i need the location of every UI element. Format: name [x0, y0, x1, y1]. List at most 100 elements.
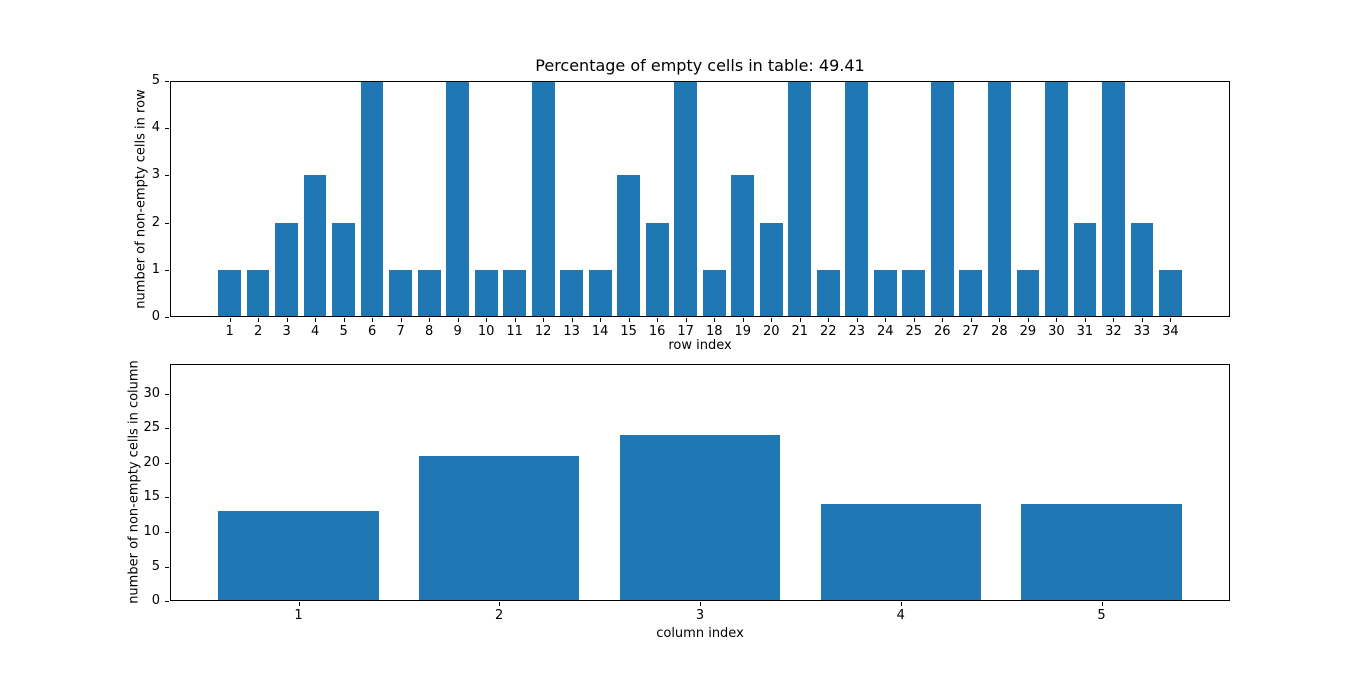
x-tick-mark — [1027, 318, 1029, 322]
bar — [1016, 269, 1040, 317]
x-tick-mark — [913, 318, 915, 322]
x-tick-mark — [1084, 318, 1086, 322]
x-tick-label: 33 — [1133, 324, 1151, 339]
bar — [531, 81, 555, 317]
x-tick-label: 21 — [791, 324, 809, 339]
x-tick-mark — [499, 602, 501, 606]
x-tick-label: 28 — [991, 324, 1008, 339]
x-tick-mark — [828, 318, 830, 322]
x-tick-mark — [514, 318, 516, 322]
x-tick-mark — [486, 318, 488, 322]
bar — [845, 81, 869, 317]
x-tick-label: 15 — [620, 324, 637, 339]
y-tick-label: 30 — [143, 385, 160, 401]
x-tick-label: 2 — [495, 608, 504, 623]
x-tick-mark — [999, 318, 1001, 322]
y-tick-label: 1 — [151, 261, 160, 277]
bar — [1045, 81, 1068, 317]
y-tick-label: 3 — [151, 167, 160, 183]
x-tick-label: 6 — [367, 324, 377, 339]
column-chart-plot-area — [170, 364, 1230, 601]
bar — [674, 81, 698, 317]
y-tick-mark — [165, 317, 169, 318]
y-tick-label: 5 — [151, 73, 160, 88]
y-tick-mark — [165, 497, 169, 499]
x-tick-mark — [714, 318, 716, 322]
x-tick-mark — [1141, 318, 1143, 322]
bar — [759, 222, 783, 317]
y-tick-mark — [165, 566, 169, 568]
bar — [930, 81, 954, 317]
bar — [417, 269, 441, 317]
x-tick-mark — [457, 318, 459, 322]
x-tick-label: 25 — [905, 324, 923, 339]
x-tick-label: 5 — [1097, 608, 1106, 623]
y-tick-mark — [165, 128, 169, 130]
x-tick-mark — [400, 318, 402, 322]
bar — [902, 269, 926, 317]
x-tick-mark — [700, 602, 701, 606]
x-tick-label: 31 — [1076, 324, 1094, 339]
x-tick-label: 4 — [896, 608, 905, 623]
bar — [360, 81, 384, 317]
y-tick-label: 25 — [143, 420, 160, 436]
x-tick-label: 26 — [934, 324, 951, 339]
x-tick-label: 9 — [453, 324, 462, 339]
x-tick-label: 7 — [396, 324, 405, 339]
x-tick-mark — [1113, 318, 1115, 322]
x-tick-label: 22 — [820, 324, 837, 339]
x-tick-label: 1 — [225, 324, 234, 339]
column-chart-x-axis-label: column index — [656, 626, 744, 641]
x-tick-mark — [372, 318, 374, 322]
x-tick-label: 34 — [1162, 324, 1179, 339]
x-tick-mark — [543, 318, 545, 322]
bar — [303, 175, 327, 317]
x-tick-mark — [900, 602, 902, 606]
bar — [418, 455, 580, 601]
bar — [645, 222, 669, 317]
bar — [959, 269, 983, 317]
y-tick-mark — [165, 269, 169, 271]
x-tick-mark — [343, 318, 345, 322]
y-tick-mark — [165, 393, 169, 395]
x-tick-mark — [970, 318, 972, 322]
bar — [275, 222, 298, 317]
bar — [474, 269, 498, 317]
x-tick-label: 24 — [877, 324, 894, 339]
y-tick-label: 5 — [151, 558, 160, 574]
y-tick-label: 4 — [151, 120, 160, 136]
x-tick-mark — [1101, 602, 1103, 606]
x-tick-mark — [771, 318, 773, 322]
bar — [820, 504, 982, 601]
y-tick-mark — [165, 222, 169, 224]
x-tick-mark — [856, 318, 858, 322]
x-tick-label: 16 — [648, 324, 666, 339]
bar — [332, 222, 355, 317]
x-tick-label: 2 — [253, 324, 263, 339]
x-tick-mark — [1056, 318, 1058, 322]
x-tick-label: 32 — [1105, 324, 1122, 339]
bar — [246, 269, 270, 317]
x-tick-mark — [685, 318, 687, 322]
y-tick-mark — [165, 531, 169, 533]
y-tick-label: 20 — [143, 454, 160, 470]
bar — [1130, 222, 1154, 317]
x-tick-label: 11 — [506, 324, 523, 339]
x-tick-label: 30 — [1048, 324, 1065, 339]
y-tick-label: 15 — [143, 489, 160, 505]
x-tick-mark — [229, 318, 231, 322]
bar — [389, 269, 412, 317]
y-tick-label: 0 — [151, 593, 160, 608]
x-tick-mark — [885, 318, 887, 322]
bar — [988, 81, 1011, 317]
x-tick-mark — [799, 318, 801, 322]
bar — [503, 269, 527, 317]
y-tick-label: 2 — [151, 214, 160, 230]
bar — [873, 269, 897, 317]
x-tick-label: 1 — [294, 608, 303, 623]
row-chart-plot-area — [170, 81, 1230, 317]
row-chart-x-axis-label: row index — [668, 338, 732, 353]
x-tick-label: 23 — [848, 324, 866, 339]
x-tick-mark — [429, 318, 431, 322]
